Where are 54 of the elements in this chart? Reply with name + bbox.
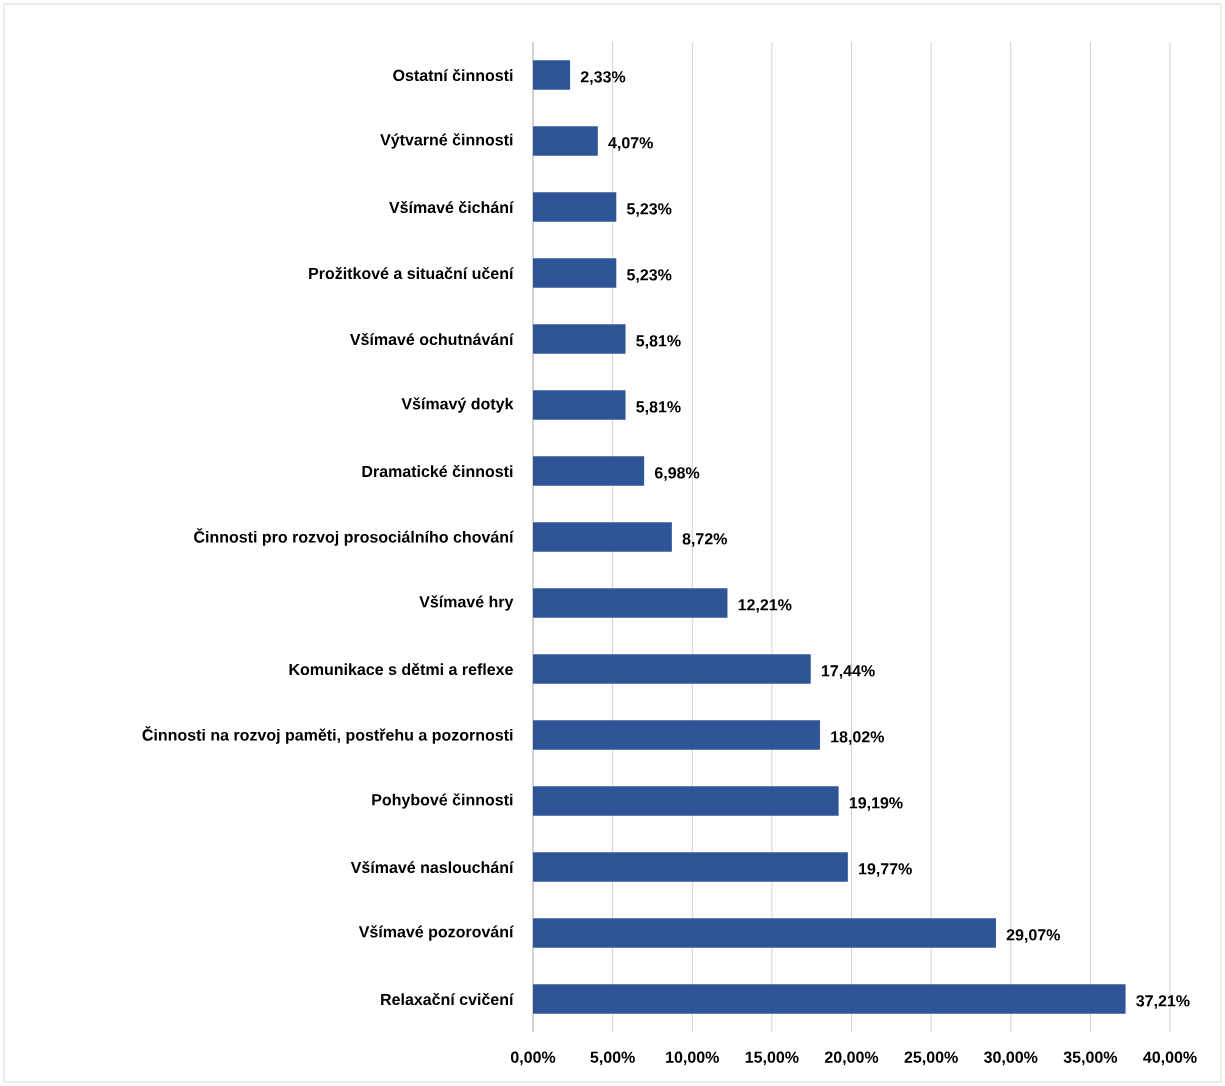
data-label: 18,02% <box>831 731 885 745</box>
data-label: 29,07% <box>1006 929 1060 943</box>
y-tick-label: Činnosti na rozvoj paměti, postřehu a pozornosti <box>142 726 513 744</box>
data-label: 8,72% <box>682 533 728 547</box>
x-tick-label: 0,00% <box>510 1051 556 1066</box>
bar <box>533 258 617 288</box>
x-tick-label: 40,00% <box>1143 1051 1197 1066</box>
bar <box>533 192 617 222</box>
data-label: 5,81% <box>636 401 681 415</box>
data-label: 12,21% <box>738 599 792 613</box>
bar <box>533 654 811 684</box>
y-tick-label: Činnosti pro rozvoj prosociálního chování <box>194 528 514 546</box>
x-tick-label: 30,00% <box>984 1051 1038 1066</box>
bar <box>533 786 839 816</box>
data-label: 5,81% <box>636 335 681 349</box>
bar <box>533 852 848 882</box>
x-tick-label: 20,00% <box>824 1051 879 1066</box>
y-tick-label: Všímavé naslouchání <box>350 860 514 874</box>
data-label: 19,77% <box>859 863 912 877</box>
bar <box>533 720 820 750</box>
y-tick-label: Relaxační cvičení <box>381 992 514 1006</box>
bar <box>533 60 571 90</box>
bar <box>533 126 598 156</box>
data-label: 6,98% <box>654 467 700 481</box>
y-tick-label: Všímavé pozorování <box>358 925 514 941</box>
x-tick-label: 25,00% <box>904 1051 958 1066</box>
data-label: 37,21% <box>1136 995 1190 1009</box>
bar <box>533 918 996 948</box>
x-tick-label: 10,00% <box>666 1051 719 1066</box>
bar <box>533 522 672 552</box>
y-tick-label: Všímavý dotyk <box>401 397 514 413</box>
y-tick-label: Dramatické činnosti <box>362 464 513 478</box>
data-label: 19,19% <box>849 797 903 811</box>
y-tick-label: Všímavé ochutnávání <box>349 332 514 346</box>
y-tick-label: Všímavé čichání <box>389 200 514 214</box>
bar <box>533 984 1126 1014</box>
y-tick-label: Prožitkové a situační učení <box>309 266 514 280</box>
y-tick-label: Pohybové činnosti <box>372 793 513 809</box>
y-tick-label: Ostatní činnosti <box>393 68 513 82</box>
y-tick-label: Výtvarné činnosti <box>380 133 513 149</box>
bar <box>533 588 728 618</box>
data-label: 4,07% <box>608 137 653 151</box>
bar <box>533 456 645 486</box>
data-label: 5,23% <box>626 269 672 283</box>
x-tick-label: 35,00% <box>1063 1051 1118 1066</box>
bar <box>533 390 626 420</box>
y-tick-label: Komunikace s dětmi a reflexe <box>289 662 513 676</box>
x-tick-label: 5,00% <box>590 1051 635 1066</box>
bar <box>533 324 626 354</box>
x-tick-label: 15,00% <box>745 1051 799 1066</box>
data-label: 5,23% <box>626 203 672 217</box>
y-tick-label: Všímavé hry <box>419 595 514 611</box>
data-label: 17,44% <box>821 665 875 679</box>
data-label: 2,33% <box>580 71 626 85</box>
